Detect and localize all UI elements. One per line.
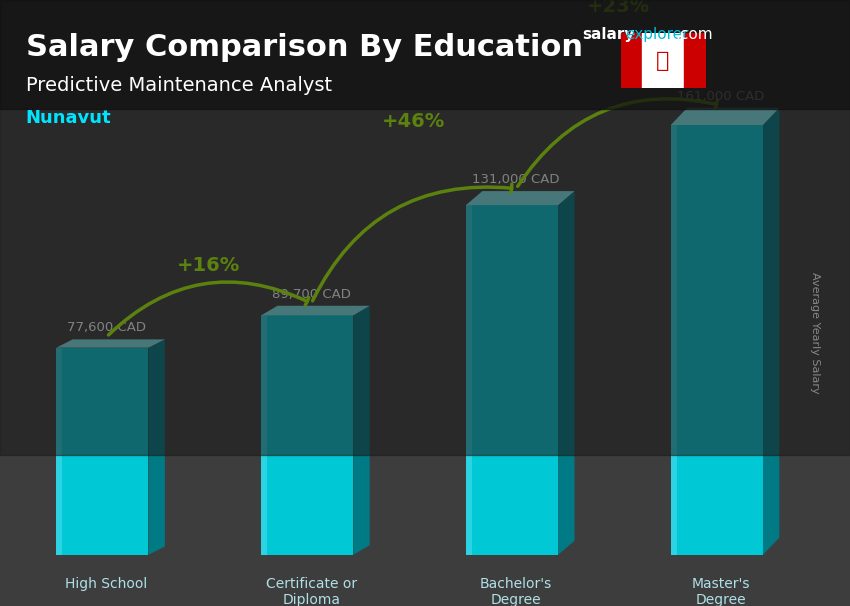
Bar [620,33,642,88]
Text: 131,000 CAD: 131,000 CAD [473,173,560,186]
Text: 🍁: 🍁 [656,50,670,71]
Text: Bachelor's
Degree: Bachelor's Degree [480,577,552,606]
Text: 77,600 CAD: 77,600 CAD [67,321,146,335]
Text: Nunavut: Nunavut [26,109,111,127]
Polygon shape [56,348,62,555]
FancyBboxPatch shape [261,315,354,555]
Text: +23%: +23% [587,0,650,16]
Polygon shape [466,191,575,205]
Text: explorer: explorer [625,27,688,42]
Text: Certificate or
Diploma: Certificate or Diploma [266,577,357,606]
Polygon shape [149,339,165,555]
Text: Average Yearly Salary: Average Yearly Salary [810,273,820,394]
Text: Salary Comparison By Education: Salary Comparison By Education [26,33,582,62]
FancyBboxPatch shape [466,205,558,555]
Polygon shape [671,125,677,555]
Text: .com: .com [676,27,713,42]
FancyBboxPatch shape [671,125,763,555]
Bar [642,33,684,88]
Polygon shape [558,191,575,555]
Text: 161,000 CAD: 161,000 CAD [677,90,765,103]
Text: salary: salary [582,27,635,42]
Text: Predictive Maintenance Analyst: Predictive Maintenance Analyst [26,76,332,95]
Polygon shape [671,108,779,125]
Polygon shape [261,315,267,555]
Polygon shape [763,108,779,555]
FancyBboxPatch shape [56,348,149,555]
Text: Master's
Degree: Master's Degree [692,577,751,606]
Text: +46%: +46% [382,112,445,131]
Text: High School: High School [65,577,148,591]
Text: 89,700 CAD: 89,700 CAD [272,288,351,301]
Polygon shape [354,306,370,555]
Bar [684,33,705,88]
Polygon shape [56,339,165,348]
Polygon shape [261,306,370,315]
Text: +16%: +16% [178,256,241,276]
Polygon shape [466,205,472,555]
